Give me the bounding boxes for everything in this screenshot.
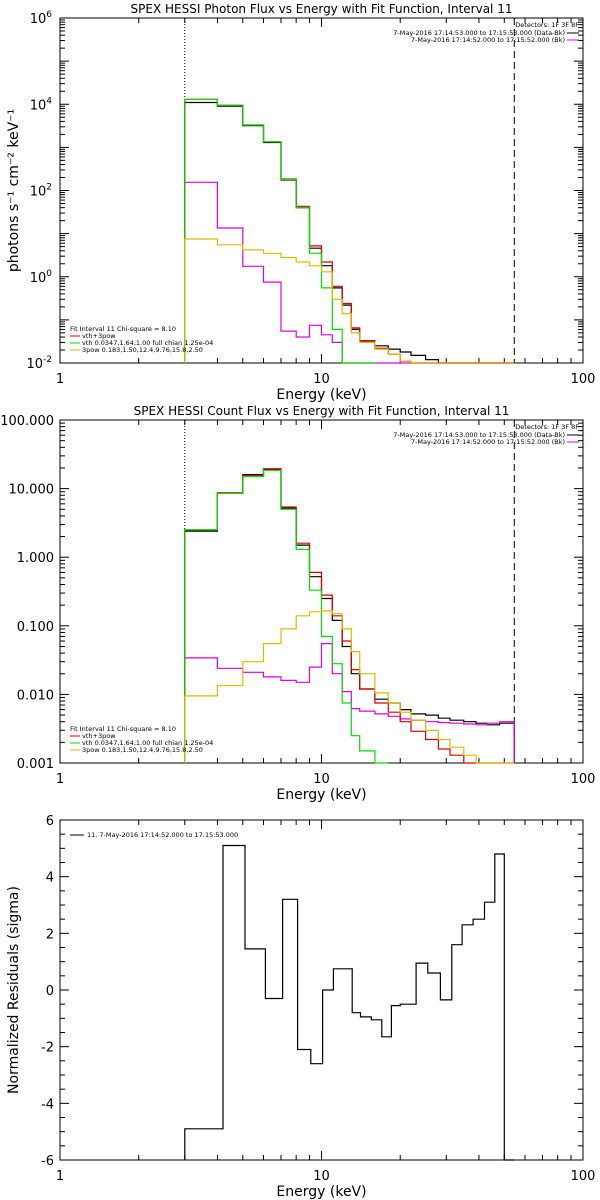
series-vth-3pow (184, 98, 515, 364)
series-3pow (184, 610, 515, 764)
y-tick-label: 104 (30, 96, 53, 113)
y-tick-label: 2 (46, 927, 54, 942)
x-tick-label: 1 (56, 1169, 64, 1184)
plot-frame (59, 17, 584, 364)
y-tick-label: 0 (46, 984, 54, 999)
legend-fit-label: vth+3pow (82, 732, 116, 740)
series-data-bk (184, 468, 515, 763)
legend-entry-label: 7-May-2016 17:14:53.000 to 17:15:53.000 … (393, 431, 565, 439)
series-vth (184, 469, 389, 764)
x-tick-label: 10 (313, 372, 330, 387)
legend-entry-label: 7-May-2016 17:14:52.000 to 17:15:52.000 … (411, 36, 565, 44)
x-tick-label: 1 (56, 372, 64, 387)
chart-title: SPEX HESSI Count Flux vs Energy with Fit… (134, 404, 510, 418)
y-tick-label: -2 (41, 1041, 54, 1056)
chart-title: SPEX HESSI Photon Flux vs Energy with Fi… (131, 2, 513, 16)
legend-detectors: Detectors: 1F 3F 8F (515, 21, 579, 29)
y-tick-label: 100.000 (0, 414, 54, 429)
y-tick-label: 4 (46, 871, 54, 886)
series-11 (184, 844, 515, 1161)
legend-detectors: Detectors: 1F 3F 8F (515, 423, 579, 431)
x-tick-label: 1 (56, 772, 64, 787)
x-tick-label: 10 (313, 772, 330, 787)
x-tick-label: 100 (571, 772, 596, 787)
y-tick-label: -4 (41, 1097, 54, 1112)
y-tick-exponent: 2 (46, 183, 52, 193)
x-tick-label: 100 (571, 372, 596, 387)
legend-residual-label: 11. 7-May-2016 17:14:52.000 to 17:15:53.… (87, 831, 238, 839)
series-bk (184, 643, 515, 763)
y-tick-base: 10 (30, 271, 47, 286)
y-tick-label: 0.100 (17, 620, 54, 635)
y-tick-base: 10 (30, 98, 47, 113)
x-tick-label: 100 (571, 1169, 596, 1184)
y-tick-label: 1.000 (17, 551, 54, 566)
y-tick-base: 10 (30, 12, 47, 27)
series-vth (184, 98, 375, 364)
x-tick-label: 10 (313, 1169, 330, 1184)
series-3pow (184, 238, 515, 364)
legend-entry-label: 7-May-2016 17:14:53.000 to 17:15:53.000 … (393, 29, 565, 37)
series-bk (184, 181, 515, 364)
x-axis-label: Energy (keV) (276, 387, 366, 403)
legend-fit-header: Fit Interval 11 Chi-square = 8.10 (70, 325, 176, 333)
y-axis-label: photons s⁻¹ cm⁻² keV⁻¹ (6, 109, 22, 272)
y-tick-base: 10 (30, 185, 47, 200)
legend-fit-label: 3pow 0.183,1.50,12.4,9.76,15.8,2.50 (82, 746, 203, 754)
y-tick-label: 100 (30, 269, 53, 286)
legend-fit-header: Fit Interval 11 Chi-square = 8.10 (70, 725, 176, 733)
y-tick-label: 0.001 (17, 757, 54, 772)
y-tick-label: 106 (30, 10, 53, 27)
legend-fit-label: vth 0.0347,1.64,1.00 full chian 1.25e-04 (82, 339, 213, 347)
legend-fit-label: 3pow 0.183,1.50,12.4,9.76,15.8,2.50 (82, 346, 203, 354)
legend-fit-label: vth+3pow (82, 332, 116, 340)
y-tick-label: 102 (30, 183, 52, 200)
y-tick-label: -6 (41, 1154, 54, 1169)
y-tick-label: 10.000 (9, 483, 55, 498)
y-tick-exponent: -2 (43, 355, 52, 365)
series-vth-3pow (184, 468, 515, 764)
x-axis-label: Energy (keV) (276, 1184, 366, 1200)
y-tick-exponent: 6 (46, 10, 52, 20)
y-axis-label: Normalized Residuals (sigma) (6, 886, 22, 1094)
legend-fit-label: vth 0.0347,1.64,1.00 full chian 1.25e-04 (82, 739, 213, 747)
y-tick-label: 10-2 (26, 355, 52, 372)
series-data-bk (184, 101, 515, 364)
legend-entry-label: 7-May-2016 17:14:52.000 to 17:15:52.000 … (411, 438, 565, 446)
y-tick-exponent: 4 (46, 96, 52, 106)
x-axis-label: Energy (keV) (276, 787, 366, 803)
y-tick-label: 6 (46, 814, 54, 829)
y-tick-exponent: 0 (46, 269, 52, 279)
y-tick-label: 0.010 (17, 688, 54, 703)
y-tick-base: 10 (26, 357, 43, 372)
